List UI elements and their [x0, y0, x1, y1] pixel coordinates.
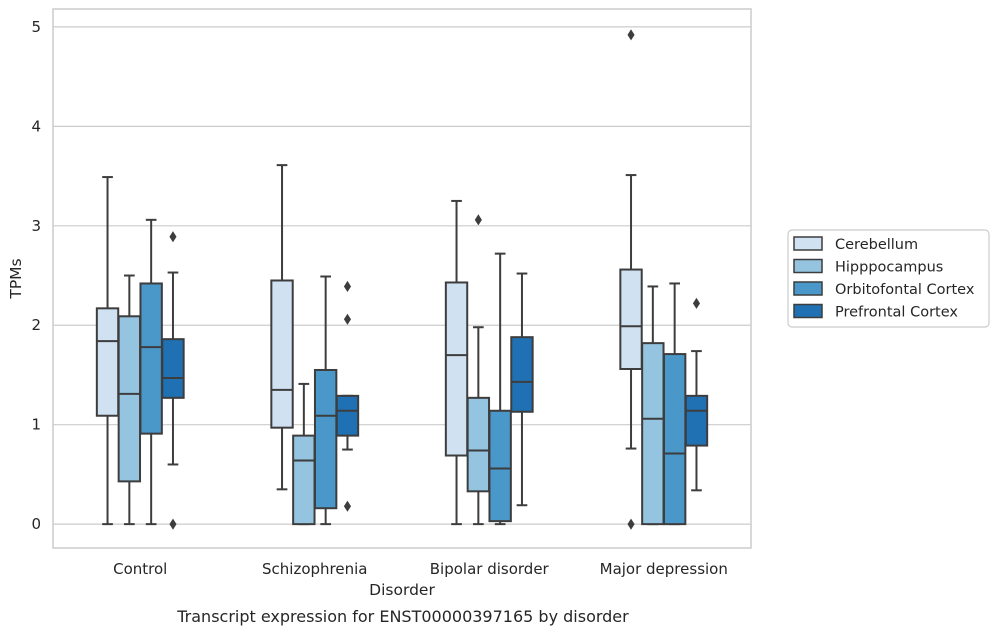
x-axis-label: Disorder — [369, 581, 435, 599]
y-axis-ticks: 0 1 2 3 4 5 — [31, 18, 41, 533]
box-0-2 — [444, 199, 469, 526]
box-iqr — [313, 368, 338, 510]
box-0-0 — [95, 176, 120, 526]
box-iqr — [619, 268, 643, 370]
x-tick-label: Control — [113, 560, 167, 578]
box-iqr — [510, 336, 534, 413]
x-tick-label: Bipolar disorder — [430, 560, 550, 578]
box-iqr — [684, 394, 709, 447]
gridlines — [53, 26, 751, 525]
legend-label: Cerebellum — [835, 237, 918, 253]
box-2-1 — [313, 275, 338, 526]
box-1-1 — [292, 382, 316, 526]
plot-area-frame — [52, 8, 752, 549]
box-iqr — [117, 315, 142, 483]
box-3-0 — [161, 231, 185, 530]
outlier-point — [474, 214, 482, 226]
box-0-1 — [270, 164, 294, 491]
box-iqr — [466, 396, 491, 493]
y-axis-label: TPMs — [7, 258, 25, 299]
box-1-0 — [117, 274, 142, 526]
y-tick-label: 4 — [31, 117, 41, 135]
legend: Cerebellum Hipppocampus Orbitofontal Corte… — [787, 229, 990, 328]
legend-label: Prefrontal Cortex — [835, 305, 958, 321]
outlier-point — [169, 518, 177, 530]
outlier-point — [627, 29, 635, 41]
legend-frame — [787, 229, 990, 328]
box-3-2 — [510, 272, 534, 507]
legend-swatch — [793, 258, 823, 274]
box-iqr — [292, 434, 316, 526]
outlier-point — [343, 280, 352, 293]
box-2-0 — [139, 218, 163, 526]
box-iqr — [488, 409, 512, 523]
legend-label: Orbitofontal Cortex — [835, 282, 975, 298]
y-tick-label: 1 — [31, 416, 41, 434]
x-tick-label: Schizophrenia — [262, 560, 367, 578]
outlier-point — [627, 518, 635, 530]
box-iqr — [95, 307, 120, 417]
outlier-point — [343, 500, 352, 512]
y-tick-label: 2 — [31, 316, 41, 334]
box-1-2 — [466, 214, 491, 526]
x-axis-ticks: Control Schizophrenia Bipolar disorder Majo… — [113, 560, 728, 578]
legend-swatch — [793, 236, 823, 251]
box-2-3 — [662, 282, 687, 526]
y-tick-label: 5 — [31, 18, 41, 36]
box-3-1 — [335, 280, 360, 512]
y-tick-label: 0 — [31, 515, 41, 533]
legend-swatch — [793, 281, 823, 296]
box-iqr — [641, 342, 665, 526]
x-tick-label: Major depression — [600, 560, 728, 578]
outlier-point — [343, 313, 352, 325]
box-iqr — [335, 394, 360, 437]
box-iqr — [444, 281, 469, 457]
box-iqr — [270, 279, 294, 429]
box-1-3 — [641, 285, 665, 526]
y-tick-label: 3 — [31, 217, 41, 235]
box-2-2 — [488, 252, 512, 526]
box-iqr — [139, 282, 163, 435]
legend-label: Hipppocampus — [835, 260, 943, 276]
box-3-3 — [684, 297, 709, 492]
figure-caption: Transcript expression for ENST0000039716… — [176, 607, 629, 626]
box-0-3 — [619, 29, 643, 530]
box-iqr — [662, 353, 687, 526]
boxes — [95, 29, 709, 530]
outlier-point — [169, 231, 177, 243]
legend-swatch — [793, 303, 823, 319]
box-iqr — [161, 338, 185, 399]
outlier-point — [692, 297, 701, 309]
